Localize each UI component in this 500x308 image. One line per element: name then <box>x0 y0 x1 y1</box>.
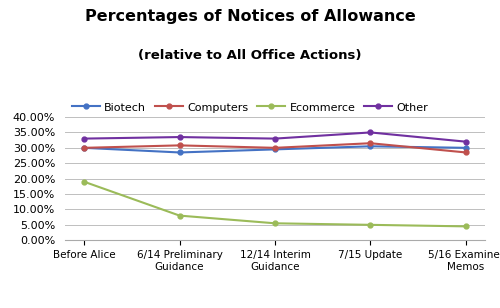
Ecommerce <box>176 214 182 217</box>
Computers <box>272 146 278 150</box>
Text: (relative to All Office Actions): (relative to All Office Actions) <box>138 49 362 62</box>
Biotech <box>272 148 278 151</box>
Line: Computers: Computers <box>82 141 468 155</box>
Ecommerce <box>81 180 87 184</box>
Ecommerce <box>368 223 374 227</box>
Biotech <box>81 146 87 150</box>
Computers <box>81 146 87 150</box>
Ecommerce <box>463 225 469 228</box>
Line: Biotech: Biotech <box>82 144 468 155</box>
Other <box>272 137 278 140</box>
Computers <box>176 144 182 147</box>
Ecommerce <box>272 221 278 225</box>
Biotech <box>368 144 374 148</box>
Legend: Biotech, Computers, Ecommerce, Other: Biotech, Computers, Ecommerce, Other <box>68 98 432 117</box>
Other <box>81 137 87 140</box>
Line: Ecommerce: Ecommerce <box>82 179 468 229</box>
Text: Percentages of Notices of Allowance: Percentages of Notices of Allowance <box>84 9 415 24</box>
Biotech <box>463 146 469 150</box>
Biotech <box>176 151 182 154</box>
Line: Other: Other <box>82 130 468 144</box>
Other <box>463 140 469 144</box>
Computers <box>368 141 374 145</box>
Other <box>368 131 374 134</box>
Other <box>176 135 182 139</box>
Computers <box>463 151 469 154</box>
